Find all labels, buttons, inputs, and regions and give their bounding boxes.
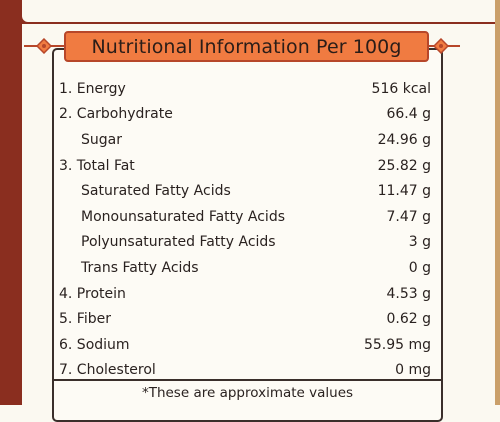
- nutrition-table: [52, 48, 443, 422]
- nutrient-row: 6. Sodium 55.95 mg: [52, 332, 439, 358]
- nutrient-value: 0 mg: [395, 362, 431, 379]
- nutrition-title: Nutritional Information Per 100g: [91, 35, 402, 58]
- nutrient-label: 4. Protein: [59, 285, 126, 302]
- nutrient-label: 7. Cholesterol: [59, 362, 156, 379]
- nutrient-value: 0.62 g: [386, 311, 431, 328]
- nutrient-value: 516 kcal: [371, 80, 431, 97]
- nutrient-rows: 1. Energy 516 kcal 2. Carbohydrate 66.4 …: [52, 76, 439, 383]
- nutrient-label: 1. Energy: [59, 80, 126, 97]
- footnote-divider: [52, 379, 443, 381]
- nutrient-value: 4.53 g: [386, 285, 431, 302]
- nutrient-label: 6. Sodium: [59, 336, 130, 353]
- nutrient-value: 7.47 g: [386, 208, 431, 225]
- diamond-ornament-icon: [433, 38, 449, 54]
- nutrient-value: 55.95 mg: [363, 336, 431, 353]
- nutrient-row: 2. Carbohydrate 66.4 g: [52, 102, 439, 128]
- nutrient-row: 4. Protein 4.53 g: [52, 281, 439, 307]
- nutrient-row: 7. Cholesterol 0 mg: [52, 358, 439, 384]
- nutrient-label: Monounsaturated Fatty Acids: [81, 208, 285, 225]
- nutrition-title-banner: Nutritional Information Per 100g: [64, 31, 429, 62]
- nutrient-row: 5. Fiber 0.62 g: [52, 306, 439, 332]
- nutrient-label: 2. Carbohydrate: [59, 106, 173, 123]
- nutrient-subrow: Polyunsaturated Fatty Acids 3 g: [52, 230, 439, 256]
- diamond-ornament-icon: [36, 38, 52, 54]
- nutrient-value: 25.82 g: [377, 157, 431, 174]
- package-top-inner: [22, 0, 500, 22]
- nutrient-label: Saturated Fatty Acids: [81, 183, 231, 200]
- nutrient-value: 24.96 g: [377, 131, 431, 148]
- nutrient-value: 0 g: [408, 259, 431, 276]
- nutrient-value: 66.4 g: [386, 106, 431, 123]
- package-right-edge: [495, 0, 500, 405]
- package-left-stripe: [0, 0, 22, 405]
- nutrient-row: 1. Energy 516 kcal: [52, 76, 439, 102]
- nutrient-subrow: Monounsaturated Fatty Acids 7.47 g: [52, 204, 439, 230]
- nutrient-label: Sugar: [81, 131, 122, 148]
- nutrient-row: 3. Total Fat 25.82 g: [52, 153, 439, 179]
- nutrient-value: 11.47 g: [377, 183, 431, 200]
- nutrient-subrow: Sugar 24.96 g: [52, 127, 439, 153]
- nutrient-label: Trans Fatty Acids: [81, 259, 199, 276]
- nutrient-label: 5. Fiber: [59, 311, 111, 328]
- nutrient-subrow: Trans Fatty Acids 0 g: [52, 255, 439, 281]
- footnote: *These are approximate values: [141, 385, 354, 401]
- nutrient-label: 3. Total Fat: [59, 157, 135, 174]
- nutrient-subrow: Saturated Fatty Acids 11.47 g: [52, 178, 439, 204]
- nutrient-label: Polyunsaturated Fatty Acids: [81, 234, 276, 251]
- nutrient-value: 3 g: [408, 234, 431, 251]
